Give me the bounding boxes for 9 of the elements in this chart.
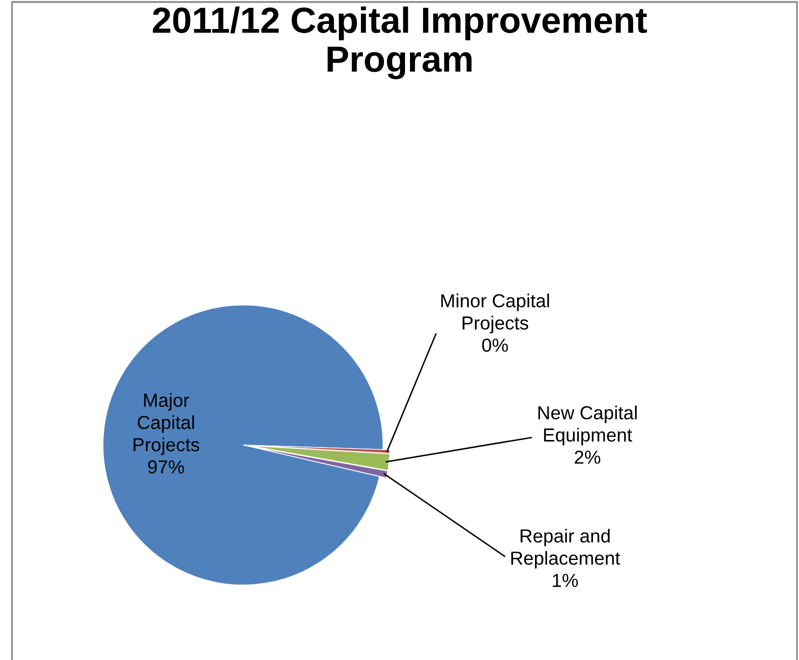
chart-title: 2011/12 Capital Improvement Program (152, 6, 647, 80)
slice-label: Major Capital Projects (134, 393, 200, 456)
slice-label: Minor Capital Projects (441, 294, 549, 334)
data-label: 97% (148, 460, 184, 474)
data-label: 2% (574, 450, 600, 464)
data-label: 1% (552, 574, 578, 587)
slice-label: Repair and Replacement (511, 528, 620, 569)
slice-label: New Capital Equipment (538, 406, 637, 446)
data-label: 0% (482, 338, 508, 352)
